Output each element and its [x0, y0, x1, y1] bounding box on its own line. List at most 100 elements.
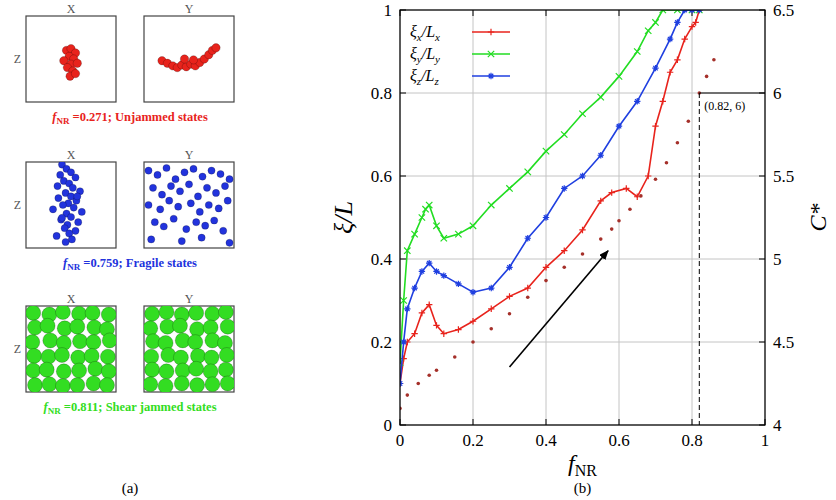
tick: [619, 419, 620, 425]
series-line: [400, 10, 699, 363]
scatter-point: [453, 355, 457, 359]
tick: [546, 10, 547, 16]
particle: [40, 318, 55, 333]
legend-marker: [488, 73, 494, 79]
scatter-point: [427, 373, 431, 377]
tick-label: 6.5: [773, 1, 794, 20]
series-marker: [441, 272, 447, 278]
particle: [86, 335, 101, 350]
particle: [72, 306, 87, 321]
particle: [180, 55, 188, 63]
series-marker: [433, 322, 439, 328]
series-marker: [441, 235, 447, 241]
snapshot-caption: fNR =0.271; Unjammed states: [52, 110, 208, 126]
particle: [196, 208, 203, 215]
particles: [145, 164, 233, 246]
series-marker: [455, 326, 461, 332]
series-marker: [561, 248, 567, 254]
tick: [473, 419, 474, 425]
series-marker: [579, 227, 585, 233]
tick-label: 0.2: [371, 333, 392, 352]
scatter-point: [639, 194, 643, 198]
series-marker: [616, 123, 622, 129]
tick: [546, 419, 547, 425]
particle: [205, 306, 220, 321]
series-marker: [419, 310, 425, 316]
annotation-line: [699, 93, 700, 425]
particle: [205, 377, 220, 392]
particle: [70, 319, 85, 334]
caption-subscript: NR: [56, 116, 69, 126]
particle: [58, 214, 65, 221]
particle: [88, 361, 103, 376]
particle: [100, 349, 115, 364]
particle: [212, 44, 220, 52]
particle: [203, 364, 218, 379]
particle: [226, 176, 233, 183]
particle: [189, 56, 197, 64]
series-marker: [579, 111, 585, 117]
particles: [158, 44, 220, 72]
scatter-point: [610, 227, 614, 231]
scatter-point: [665, 161, 669, 165]
tick-label: 0: [396, 431, 405, 450]
series-marker: [400, 339, 406, 345]
particle: [75, 219, 82, 226]
scatter-point: [416, 382, 420, 386]
particle: [219, 348, 234, 363]
legend-label: ξz/Lz: [410, 67, 440, 87]
snapshot-ylabel: Z: [14, 342, 21, 356]
particle: [175, 203, 182, 210]
particle: [218, 362, 233, 377]
particle: [218, 306, 233, 320]
caption-text: =0.811; Shear jammed states: [61, 400, 217, 414]
scatter-point: [526, 295, 530, 299]
particle: [166, 197, 173, 204]
particle: [67, 213, 74, 220]
data-layer: [400, 10, 716, 410]
particle: [78, 208, 85, 215]
series-line: [400, 10, 699, 384]
series-marker: [426, 301, 432, 307]
particle: [190, 378, 205, 392]
particle: [159, 364, 174, 379]
tick-label: 0.2: [462, 431, 483, 450]
series-marker: [455, 281, 461, 287]
particle: [53, 232, 60, 239]
series-marker: [616, 73, 622, 79]
series-marker: [634, 48, 640, 54]
snapshot-title: Y: [185, 292, 194, 306]
particle: [69, 184, 76, 191]
series-marker: [543, 148, 549, 154]
caption-text: =0.271; Unjammed states: [69, 110, 207, 124]
particle: [191, 348, 206, 363]
scatter-point: [435, 368, 439, 372]
particle: [193, 219, 200, 226]
scatter-point: [599, 237, 603, 241]
particle: [158, 191, 165, 198]
particle: [101, 307, 116, 322]
tick-label: 0.6: [608, 431, 629, 450]
particle: [220, 227, 227, 234]
series-marker: [598, 152, 604, 158]
tick-label: 6: [773, 84, 782, 103]
particle: [203, 184, 210, 191]
particle: [170, 215, 177, 222]
tick: [400, 93, 406, 94]
series-marker: [674, 19, 680, 25]
particle: [56, 364, 71, 379]
particle: [215, 205, 222, 212]
series-marker: [433, 223, 439, 229]
tick-label: 1: [761, 431, 770, 450]
particle: [224, 197, 231, 204]
series-marker: [525, 285, 531, 291]
particle: [176, 188, 183, 195]
particle: [26, 363, 41, 378]
series-marker: [470, 223, 476, 229]
legend-label: ξx/Lx: [410, 23, 440, 43]
series-marker: [470, 289, 476, 295]
tick-label: 0.6: [371, 167, 392, 186]
series-marker: [682, 36, 688, 42]
particle: [203, 320, 218, 335]
snapshot-caption: fNR =0.811; Shear jammed states: [43, 400, 216, 416]
